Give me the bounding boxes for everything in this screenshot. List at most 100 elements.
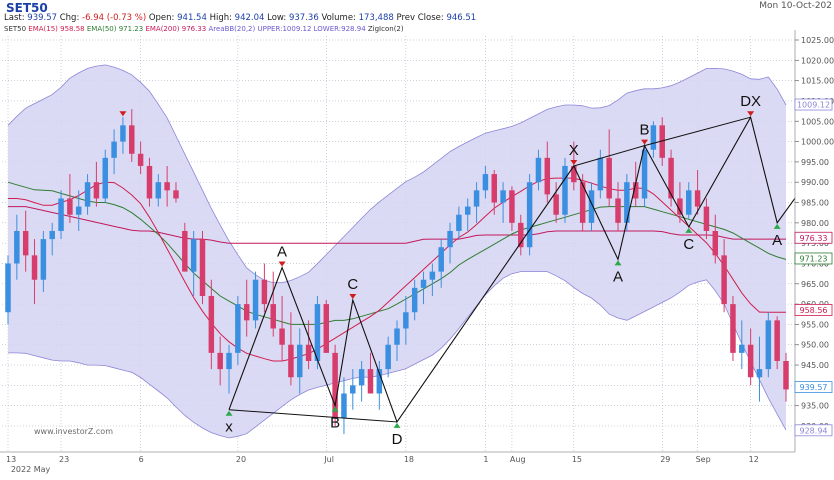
candle-body (40, 239, 47, 280)
candle-body (182, 230, 188, 272)
indicator-legend-item: EMA(200) (145, 25, 181, 33)
indicator-legend-item: SET50 (4, 25, 28, 33)
indicator-legend-item: ZigIcon(2) (368, 25, 404, 33)
x-tick-label: 6 (139, 455, 144, 464)
candle-body (624, 182, 630, 223)
trough-marker (773, 223, 781, 229)
candle-body (500, 190, 506, 203)
price-tag-box (794, 98, 833, 111)
pattern-label: A (772, 232, 782, 249)
x-tick-label: 20 (236, 455, 246, 464)
candle-body (385, 344, 391, 370)
candle-body (535, 157, 542, 183)
candle-body (482, 174, 489, 191)
candle-body (571, 165, 577, 183)
candle-body (597, 157, 604, 191)
watermark: www.investorZ.com (34, 427, 113, 436)
x-tick-label: 13 (6, 455, 16, 464)
candle-body (208, 295, 215, 353)
y-tick-label: 1020.00 (801, 56, 834, 65)
quote-part: 173,488 (356, 13, 397, 23)
price-tag-label: 958.56 (800, 306, 828, 315)
candle-body (730, 304, 736, 353)
candle-body (323, 304, 330, 353)
candle-body (297, 344, 303, 378)
candle-body (739, 344, 745, 353)
quote-part: Prev Close: (396, 13, 443, 23)
price-tag-label: 976.33 (800, 234, 828, 243)
candle-body (226, 352, 232, 370)
peak-marker (349, 294, 357, 300)
peak-marker (570, 159, 578, 165)
candle-body (270, 304, 276, 329)
pattern-label: C (683, 236, 694, 253)
x-tick-label: 29 (660, 455, 670, 464)
candle-body (712, 230, 719, 256)
candle-body (703, 206, 710, 231)
candle-body (562, 165, 568, 215)
indicator-legend-item: LOWER:928.94 (314, 25, 368, 33)
candle-body (464, 206, 471, 215)
x-tick-label: Aug (510, 455, 526, 464)
trough-marker (331, 406, 339, 412)
candle-body (783, 360, 789, 390)
indicator-legend-item: 971.23 (119, 25, 146, 33)
candle-body (288, 344, 294, 378)
candle-body (243, 304, 250, 321)
pattern-label: DX (740, 93, 761, 110)
candle-body (641, 149, 648, 199)
quote-line: Last: 939.57 Chg: -6.94 (-0.73 %) Open: … (4, 13, 476, 23)
candle-body (199, 239, 206, 296)
trough-marker (614, 260, 622, 266)
candle-body (615, 198, 621, 223)
candle-body (93, 182, 100, 199)
candle-body (137, 153, 144, 166)
candle-body (376, 369, 383, 394)
ema-lines (7, 177, 787, 362)
ema200-line (8, 206, 786, 244)
candle-body (252, 279, 259, 321)
pattern-label: x (225, 419, 233, 436)
candle-body (650, 125, 657, 150)
pattern-label: B (330, 415, 340, 432)
candle-body (84, 182, 91, 207)
indicator-legend-item: EMA(50) (87, 25, 119, 33)
price-tag-box (794, 381, 833, 394)
candle-body (22, 230, 29, 256)
trough-marker (225, 410, 233, 416)
quote-part: 937.36 (286, 13, 321, 23)
candle-body (358, 369, 365, 386)
candle-body (694, 190, 701, 207)
candle-body (553, 194, 559, 215)
candle-body (774, 320, 780, 361)
y-tick-label: 945.00 (801, 361, 829, 370)
date-axis: 1323620Jul181Aug1529Sep1226Oct102022 May (0, 451, 795, 474)
candle-body (447, 230, 453, 248)
price-tag-box (794, 424, 833, 437)
pattern-label: A (277, 244, 287, 261)
candle-body (350, 385, 356, 394)
pattern-label: A (613, 268, 623, 285)
candle-body (190, 239, 197, 272)
pattern-channel-line (644, 116, 751, 147)
y-tick-label: 935.00 (801, 402, 829, 411)
x-tick-label: 15 (572, 455, 582, 464)
candle-body (5, 263, 11, 313)
y-tick-label: 990.00 (801, 178, 829, 187)
pattern-label: B (640, 122, 650, 139)
candle-body (217, 352, 223, 370)
quote-part: -6.94 (-0.73 %) (79, 13, 149, 23)
bollinger-band (7, 64, 787, 439)
candle-body (173, 190, 179, 199)
chart-date: Mon 10-Oct-202 (759, 1, 832, 11)
x-tick-label: 12 (749, 455, 759, 464)
quote-part: Last: (4, 13, 25, 23)
quote-part: 941.54 (174, 13, 209, 23)
price-tag-label: 1009.12 (797, 101, 830, 110)
y-tick-label: 995.00 (801, 158, 829, 167)
candlesticks[interactable] (5, 109, 789, 435)
candle-body (58, 198, 64, 231)
indicator-legend-item: AreaBB(20,2) (208, 25, 257, 33)
price-tag-box (794, 304, 833, 316)
